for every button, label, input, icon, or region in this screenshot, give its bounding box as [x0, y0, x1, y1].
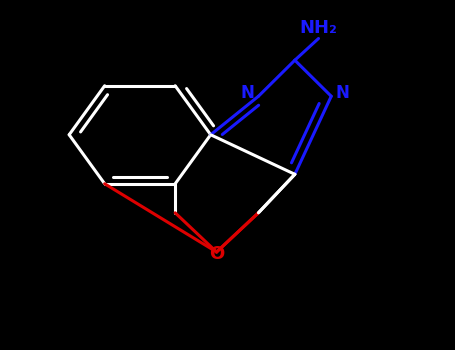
Text: N: N	[336, 84, 349, 102]
Text: O: O	[209, 245, 224, 263]
Text: N: N	[240, 84, 254, 102]
Text: NH₂: NH₂	[299, 19, 338, 37]
